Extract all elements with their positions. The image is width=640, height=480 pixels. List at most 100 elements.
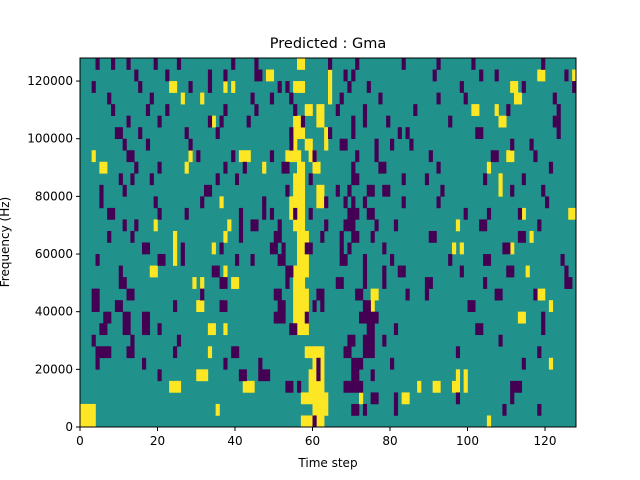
heatmap-cell-high <box>300 392 306 405</box>
heatmap-cell-low <box>521 230 526 243</box>
heatmap-cell-low <box>157 254 162 266</box>
heatmap-cell-high <box>308 346 313 359</box>
heatmap-cell-high <box>250 380 255 393</box>
heatmap-cell-high <box>432 380 437 393</box>
heatmap-cell-low <box>223 357 228 370</box>
x-tick-label: 20 <box>150 434 165 448</box>
heatmap-cell-high <box>548 357 554 370</box>
heatmap-cell-high <box>289 207 294 220</box>
heatmap-cell-high <box>300 207 306 220</box>
heatmap-cell-high <box>359 392 364 405</box>
heatmap-cell-high <box>308 138 313 151</box>
heatmap-cell-low <box>351 369 356 382</box>
heatmap-cell-high <box>211 242 216 255</box>
heatmap-cell-low <box>386 184 391 197</box>
heatmap-cell-high <box>486 161 492 174</box>
heatmap-cell-low <box>262 369 267 382</box>
heatmap-cell-low <box>355 369 360 382</box>
heatmap-cell-high <box>572 69 577 82</box>
heatmap-cell-high <box>304 138 309 151</box>
heatmap-cell-low <box>285 277 290 289</box>
heatmap-cell-high <box>153 265 158 278</box>
heatmap-cell-high <box>242 380 247 393</box>
heatmap-cell-low <box>269 207 275 220</box>
heatmap-cell-high <box>83 403 89 416</box>
heatmap-cell-low <box>533 150 538 163</box>
heatmap-cell-high <box>173 242 178 255</box>
heatmap-cell-low <box>335 277 340 289</box>
heatmap-cell-low <box>378 92 383 105</box>
heatmap-cell-low <box>347 219 352 232</box>
heatmap-cell-low <box>370 207 375 220</box>
heatmap-cell-high <box>320 357 325 370</box>
heatmap-cell-low <box>297 380 302 393</box>
heatmap-cell-low <box>424 288 430 301</box>
x-tick-label: 100 <box>456 434 479 448</box>
heatmap-cell-low <box>328 58 333 70</box>
heatmap-cell-low <box>370 346 375 359</box>
heatmap-cell-low <box>122 184 127 197</box>
heatmap-cell-low <box>355 403 360 416</box>
heatmap-cell-low <box>355 207 360 220</box>
heatmap-cell-low <box>277 300 282 312</box>
heatmap-cell-low <box>393 219 399 232</box>
heatmap-cell-low <box>510 138 515 151</box>
heatmap-cell-low <box>351 230 356 243</box>
heatmap-cell-low <box>393 323 399 336</box>
heatmap-cell-high <box>297 242 302 255</box>
heatmap-cell-low <box>541 184 546 197</box>
heatmap-cell-low <box>114 127 120 140</box>
heatmap-cell-low <box>455 392 461 405</box>
heatmap-cell-low <box>362 277 368 289</box>
heatmap-cell-low <box>118 173 123 186</box>
heatmap-cell-low <box>91 300 96 312</box>
heatmap-cell-high <box>235 277 240 289</box>
heatmap-cell-high <box>293 173 298 186</box>
heatmap-cell-high <box>297 230 302 243</box>
heatmap-cell-high <box>293 81 298 93</box>
heatmap-cell-low <box>242 369 247 382</box>
heatmap-cell-low <box>215 127 220 140</box>
heatmap-cell-high <box>320 380 325 393</box>
heatmap-cell-low <box>541 323 546 336</box>
heatmap-cell-low <box>459 265 464 278</box>
heatmap-cell-low <box>351 403 356 416</box>
heatmap-cell-high <box>320 369 325 382</box>
heatmap-cell-low <box>281 254 286 266</box>
heatmap-cell-high <box>300 254 306 266</box>
heatmap-cell-high <box>548 300 554 312</box>
heatmap-cell-low <box>126 311 131 324</box>
heatmap-cell-low <box>324 219 329 232</box>
heatmap-cell-high <box>316 196 321 209</box>
heatmap-cell-low <box>103 346 108 359</box>
heatmap-cell-low <box>320 288 325 301</box>
heatmap-cell-high <box>486 415 492 428</box>
heatmap-cell-high <box>316 115 321 128</box>
heatmap-cell-low <box>130 173 135 186</box>
heatmap-cell-high <box>475 104 480 116</box>
heatmap-cell-low <box>254 219 259 232</box>
heatmap-cell-low <box>355 230 360 243</box>
heatmap-cell-high <box>297 127 302 140</box>
heatmap-cell-low <box>173 346 178 359</box>
heatmap-cell-low <box>277 219 282 232</box>
heatmap-cell-low <box>564 69 569 82</box>
heatmap-cell-low <box>366 300 371 312</box>
heatmap-cell-low <box>355 380 360 393</box>
heatmap-cell-high <box>211 323 216 336</box>
heatmap-cell-low <box>130 334 135 347</box>
heatmap-cell-low <box>362 346 368 359</box>
heatmap-cell-low <box>393 392 399 405</box>
heatmap-cell-high <box>219 196 224 209</box>
heatmap-cell-high <box>320 104 325 116</box>
heatmap-cell-high <box>169 81 174 93</box>
heatmap-cell-high <box>300 219 306 232</box>
heatmap-cell-high <box>572 207 577 220</box>
heatmap-cell-low <box>196 150 201 163</box>
x-tick-label: 0 <box>76 434 84 448</box>
heatmap-cell-low <box>486 254 492 266</box>
y-tick-label: 0 <box>65 420 73 434</box>
heatmap-cell-low <box>479 127 484 140</box>
heatmap-cell-low <box>149 92 154 105</box>
heatmap-cell-low <box>351 196 356 209</box>
